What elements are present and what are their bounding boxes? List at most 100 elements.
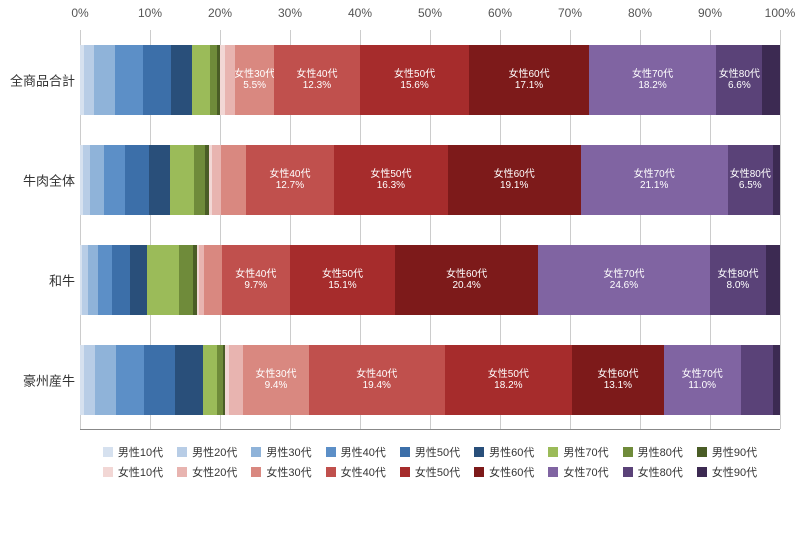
bar-segment xyxy=(90,145,104,215)
legend-swatch xyxy=(326,467,336,477)
x-tick-label: 30% xyxy=(278,6,302,20)
bar-segment xyxy=(212,145,221,215)
legend-swatch xyxy=(400,467,410,477)
segment-series-label: 女性40代 xyxy=(296,69,337,81)
segment-value-label: 8.0% xyxy=(727,280,750,292)
x-tick-label: 40% xyxy=(348,6,372,20)
legend-item: 女性40代 xyxy=(326,464,386,480)
segment-series-label: 女性60代 xyxy=(597,369,638,381)
legend-swatch xyxy=(623,447,633,457)
legend-label: 女性60代 xyxy=(489,464,534,480)
legend-item: 女性30代 xyxy=(251,464,311,480)
segment-series-label: 女性30代 xyxy=(255,369,296,381)
segment-value-label: 12.7% xyxy=(276,180,304,192)
legend-label: 男性70代 xyxy=(563,444,608,460)
bar-segment xyxy=(84,345,95,415)
legend-item: 男性40代 xyxy=(326,444,386,460)
bar-segment xyxy=(144,345,176,415)
legend-item: 女性90代 xyxy=(697,464,757,480)
bar-segment xyxy=(147,245,178,315)
bar-segment: 女性70代21.1% xyxy=(581,145,728,215)
segment-value-label: 6.5% xyxy=(739,180,762,192)
segment-value-label: 13.1% xyxy=(604,380,632,392)
segment-value-label: 21.1% xyxy=(640,180,668,192)
legend-swatch xyxy=(103,447,113,457)
legend-label: 男性30代 xyxy=(266,444,311,460)
segment-series-label: 女性50代 xyxy=(488,369,529,381)
legend-item: 女性70代 xyxy=(548,464,608,480)
segment-series-label: 女性50代 xyxy=(370,169,411,181)
bar-segment: 女性70代11.0% xyxy=(664,345,741,415)
legend-item: 女性60代 xyxy=(474,464,534,480)
bar-segment xyxy=(104,145,125,215)
segment-value-label: 15.1% xyxy=(328,280,356,292)
bar-segment xyxy=(773,145,780,215)
bar-row: 全商品合計女性30代5.5%女性40代12.3%女性50代15.6%女性60代1… xyxy=(80,45,780,115)
bar-segment xyxy=(766,245,780,315)
bar-row: 牛肉全体女性40代12.7%女性50代16.3%女性60代19.1%女性70代2… xyxy=(80,145,780,215)
bar-segment xyxy=(192,45,210,115)
bar-segment: 女性40代19.4% xyxy=(309,345,445,415)
legend-label: 男性20代 xyxy=(192,444,237,460)
segment-series-label: 女性30代 xyxy=(235,69,274,81)
legend-item: 女性50代 xyxy=(400,464,460,480)
bar-segment xyxy=(204,245,221,315)
x-tick-label: 0% xyxy=(71,6,88,20)
bar-segment: 女性70代24.6% xyxy=(538,245,710,315)
bar-segment: 女性80代8.0% xyxy=(710,245,766,315)
bar-segment: 女性40代12.7% xyxy=(246,145,334,215)
bar-segment xyxy=(130,245,147,315)
bar-segment xyxy=(229,345,243,415)
legend-item: 男性60代 xyxy=(474,444,534,460)
bar-segment xyxy=(84,45,95,115)
legend-label: 女性40代 xyxy=(341,464,386,480)
bar-segment xyxy=(171,45,192,115)
segment-series-label: 女性80代 xyxy=(719,69,760,81)
legend-label: 女性90代 xyxy=(712,464,757,480)
bar-segment: 女性50代15.1% xyxy=(290,245,396,315)
legend-swatch xyxy=(251,467,261,477)
segment-series-label: 女性60代 xyxy=(446,269,487,281)
segment-series-label: 女性70代 xyxy=(603,269,644,281)
segment-series-label: 女性60代 xyxy=(508,69,549,81)
bar-segment: 女性60代13.1% xyxy=(572,345,664,415)
x-tick-label: 70% xyxy=(558,6,582,20)
segment-series-label: 女性70代 xyxy=(634,169,675,181)
segment-value-label: 20.4% xyxy=(452,280,480,292)
x-tick-label: 20% xyxy=(208,6,232,20)
legend-item: 男性50代 xyxy=(400,444,460,460)
segment-value-label: 5.5% xyxy=(243,80,266,92)
segment-value-label: 15.6% xyxy=(400,80,428,92)
x-tick-label: 80% xyxy=(628,6,652,20)
bar-segment xyxy=(175,345,203,415)
legend-swatch xyxy=(474,467,484,477)
segment-value-label: 11.0% xyxy=(688,380,716,392)
legend-item: 男性20代 xyxy=(177,444,237,460)
legend-label: 男性60代 xyxy=(489,444,534,460)
bar-segment: 女性70代18.2% xyxy=(589,45,716,115)
segment-series-label: 女性80代 xyxy=(730,169,771,181)
bar-segment: 女性80代6.6% xyxy=(716,45,762,115)
legend: 男性10代男性20代男性30代男性40代男性50代男性60代男性70代男性80代… xyxy=(80,444,780,480)
chart-container: 0%10%20%30%40%50%60%70%80%90%100%全商品合計女性… xyxy=(0,0,800,554)
plot-area: 0%10%20%30%40%50%60%70%80%90%100%全商品合計女性… xyxy=(80,30,780,430)
segment-value-label: 12.3% xyxy=(303,80,331,92)
legend-label: 男性10代 xyxy=(118,444,163,460)
legend-swatch xyxy=(251,447,261,457)
bar-row: 豪州産牛女性30代9.4%女性40代19.4%女性50代18.2%女性60代13… xyxy=(80,345,780,415)
legend-label: 女性30代 xyxy=(266,464,311,480)
bar-segment xyxy=(125,145,149,215)
legend-label: 女性10代 xyxy=(118,464,163,480)
legend-label: 男性40代 xyxy=(341,444,386,460)
segment-value-label: 16.3% xyxy=(377,180,405,192)
legend-swatch xyxy=(548,447,558,457)
legend-label: 女性70代 xyxy=(563,464,608,480)
segment-value-label: 19.1% xyxy=(500,180,528,192)
segment-series-label: 女性50代 xyxy=(322,269,363,281)
legend-label: 男性50代 xyxy=(415,444,460,460)
legend-swatch xyxy=(400,447,410,457)
bar-segment xyxy=(203,345,217,415)
segment-series-label: 女性40代 xyxy=(356,369,397,381)
segment-series-label: 女性50代 xyxy=(394,69,435,81)
bar-segment xyxy=(143,45,171,115)
